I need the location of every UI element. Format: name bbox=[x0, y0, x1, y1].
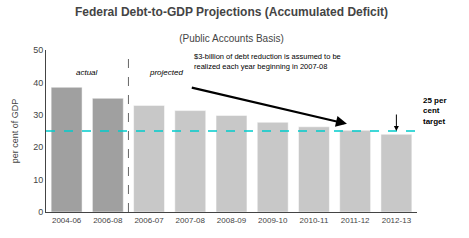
svg-text:2006-08: 2006-08 bbox=[93, 216, 123, 225]
svg-text:40: 40 bbox=[33, 78, 43, 88]
svg-text:2009-10: 2009-10 bbox=[258, 216, 288, 225]
svg-text:(Public Accounts Basis): (Public Accounts Basis) bbox=[179, 33, 284, 44]
svg-text:25 percenttarget: 25 percenttarget bbox=[423, 96, 447, 126]
svg-text:$3-billion of debt reduction i: $3-billion of debt reduction is assumed … bbox=[194, 52, 341, 71]
svg-text:per cent of GDP: per cent of GDP bbox=[10, 99, 20, 164]
svg-text:2010-11: 2010-11 bbox=[300, 216, 329, 225]
svg-text:10: 10 bbox=[33, 175, 43, 185]
svg-text:2008-09: 2008-09 bbox=[217, 216, 247, 225]
svg-text:2004-06: 2004-06 bbox=[52, 216, 82, 225]
svg-text:30: 30 bbox=[33, 110, 43, 120]
svg-text:Federal Debt-to-GDP Projection: Federal Debt-to-GDP Projections (Accumul… bbox=[75, 5, 388, 19]
svg-text:2011-12: 2011-12 bbox=[341, 216, 370, 225]
svg-text:2012-13: 2012-13 bbox=[382, 216, 412, 225]
svg-text:20: 20 bbox=[33, 142, 43, 152]
svg-text:projected: projected bbox=[149, 68, 183, 77]
svg-text:actual: actual bbox=[76, 68, 98, 77]
svg-text:50: 50 bbox=[33, 45, 43, 55]
svg-text:0: 0 bbox=[38, 207, 43, 217]
svg-text:2006-07: 2006-07 bbox=[134, 216, 164, 225]
svg-text:2007-08: 2007-08 bbox=[176, 216, 206, 225]
